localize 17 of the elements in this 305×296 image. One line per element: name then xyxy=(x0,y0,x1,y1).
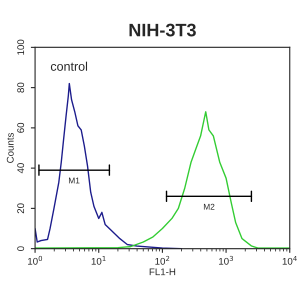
annotation: M2 xyxy=(204,204,214,210)
y-tick-label: 40 xyxy=(17,163,24,174)
x-tick-label: 10$^{2}$ xyxy=(155,256,170,265)
annotation: M1 xyxy=(68,178,80,184)
x-axis-title: FL1-H xyxy=(150,268,176,276)
y-tick-label: 20 xyxy=(17,203,24,214)
x-tick-label: 10$^{4}$ xyxy=(282,256,297,265)
y-axis-title: Counts xyxy=(6,132,14,163)
x-tick-label: 10$^{0}$ xyxy=(28,256,42,265)
annotation: control xyxy=(50,62,88,71)
y-tick-label: 60 xyxy=(17,122,24,133)
y-tick-label: 100 xyxy=(17,40,24,55)
x-tick-label: 10$^{1}$ xyxy=(92,256,106,265)
y-tick-label: 0 xyxy=(17,246,24,251)
chart-title: NIH-3T3 xyxy=(130,24,196,36)
y-tick-label: 80 xyxy=(17,82,24,93)
x-tick-label: 10$^{3}$ xyxy=(219,256,233,265)
